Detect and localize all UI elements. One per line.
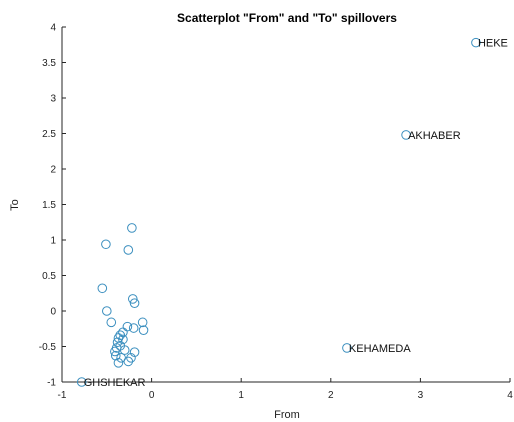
data-point <box>138 325 149 335</box>
y-tick-label: 0 <box>50 307 56 318</box>
y-tick-label: 2 <box>50 165 56 176</box>
data-point <box>129 347 140 357</box>
data-point <box>123 245 134 255</box>
data-point <box>137 317 148 328</box>
point-annotation: AKHABER <box>408 130 461 142</box>
data-point <box>471 37 481 48</box>
point-annotations: HEKE AKHABER KEHAMEDA GHSHEKAR <box>84 38 508 389</box>
point-annotation: KEHAMEDA <box>349 343 411 355</box>
data-point <box>128 323 139 333</box>
data-point <box>126 353 136 363</box>
data-point <box>122 321 133 332</box>
data-point <box>106 317 117 328</box>
point-annotation: HEKE <box>478 38 508 50</box>
x-tick-label: 2 <box>328 390 334 401</box>
data-point <box>127 223 137 233</box>
y-tick-label: -1 <box>47 378 56 389</box>
data-point <box>112 337 123 348</box>
tick-marks <box>61 26 511 383</box>
y-tick-label: 2.5 <box>42 129 56 140</box>
x-axis-label: From <box>274 409 300 421</box>
y-tick-label: 4 <box>50 23 56 34</box>
x-tick-label: 1 <box>238 390 244 401</box>
data-points <box>76 37 481 387</box>
data-point <box>97 283 108 294</box>
data-point <box>129 298 140 308</box>
x-tick-label: 4 <box>507 390 513 401</box>
point-annotation: GHSHEKAR <box>84 377 146 389</box>
data-point <box>110 346 120 357</box>
data-point <box>113 358 124 368</box>
tick-labels: -1 0 1 2 3 4 -1 -0.5 0 0.5 1 1.5 2 2.5 3 3.5 4 <box>39 23 513 402</box>
chart-title: Scatterplot "From" and "To" spillovers <box>177 11 397 25</box>
y-tick-label: 3.5 <box>42 58 56 69</box>
data-point <box>76 377 87 387</box>
data-point <box>119 345 130 355</box>
y-axis-label: To <box>9 199 21 211</box>
data-point <box>123 356 134 367</box>
x-tick-label: 3 <box>418 390 424 401</box>
y-tick-label: 0.5 <box>42 271 56 282</box>
data-point <box>342 343 352 353</box>
x-tick-label: -1 <box>58 390 67 401</box>
y-tick-label: 1.5 <box>42 200 56 211</box>
data-point <box>113 333 124 343</box>
y-tick-label: 3 <box>50 94 56 105</box>
data-point <box>110 350 121 361</box>
data-point <box>127 294 138 304</box>
data-point <box>101 239 111 250</box>
data-point <box>102 306 112 316</box>
data-point <box>401 130 411 140</box>
y-tick-label: 1 <box>50 236 56 247</box>
x-tick-label: 0 <box>149 390 155 401</box>
y-tick-label: -0.5 <box>39 342 57 353</box>
data-point <box>118 334 128 345</box>
